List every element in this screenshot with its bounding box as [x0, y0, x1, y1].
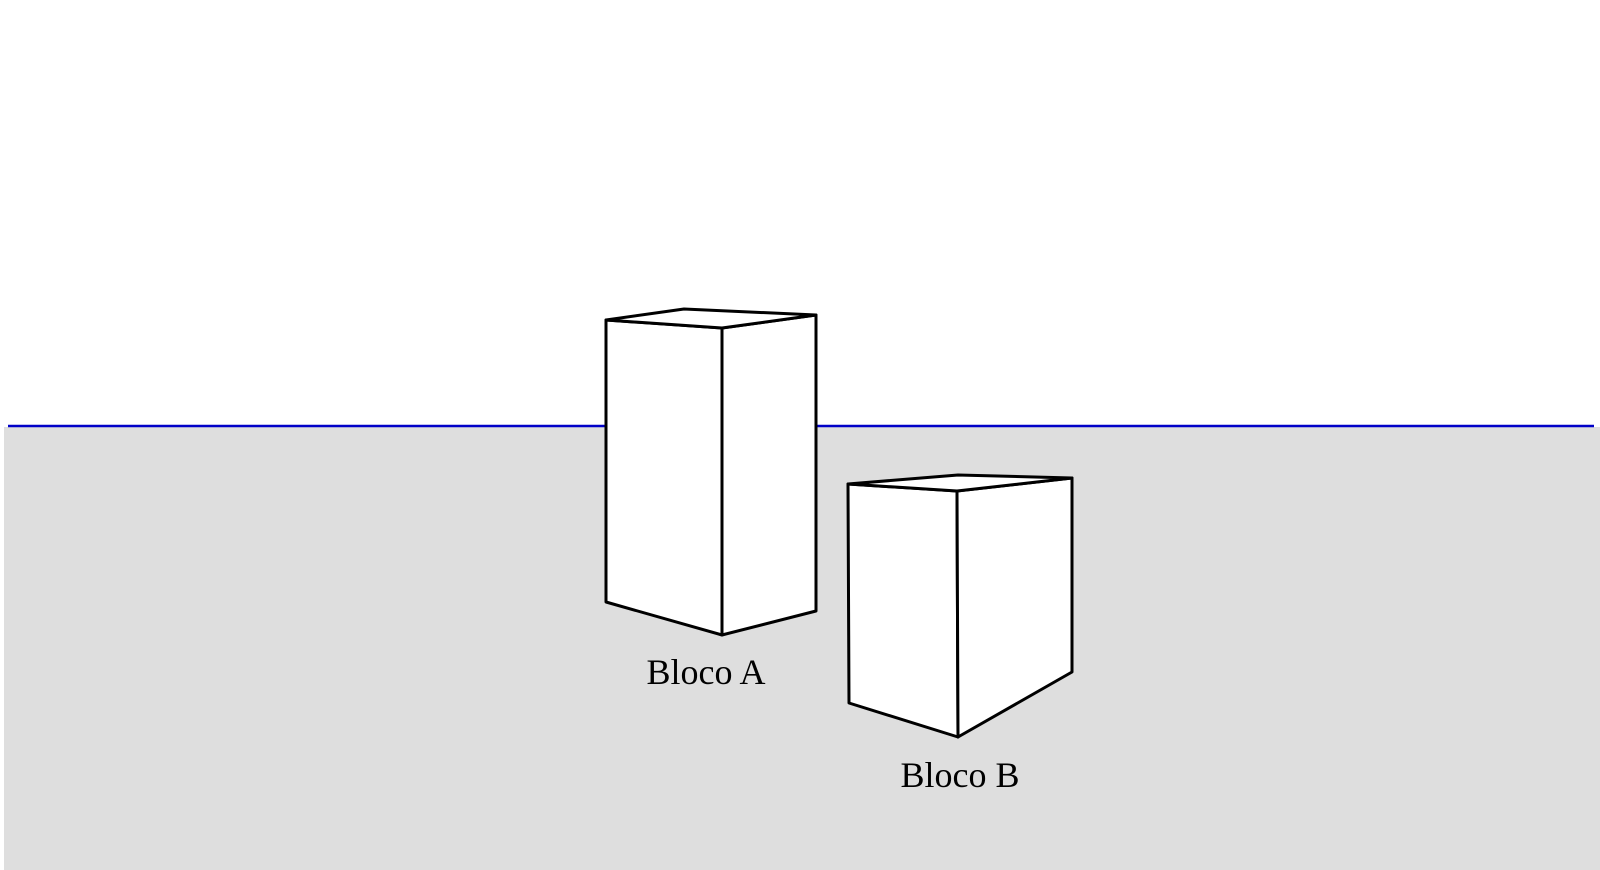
block-a-front-face	[604, 318, 724, 637]
block-b	[846, 473, 1074, 739]
block-a	[604, 307, 818, 637]
block-a-top-face	[604, 307, 818, 330]
block-b-front-face	[846, 482, 960, 739]
block-a-side-face	[720, 313, 818, 637]
block-b-top-face	[846, 473, 1074, 493]
block-a-label: Bloco A	[646, 652, 765, 692]
block-b-label: Bloco B	[900, 755, 1019, 795]
